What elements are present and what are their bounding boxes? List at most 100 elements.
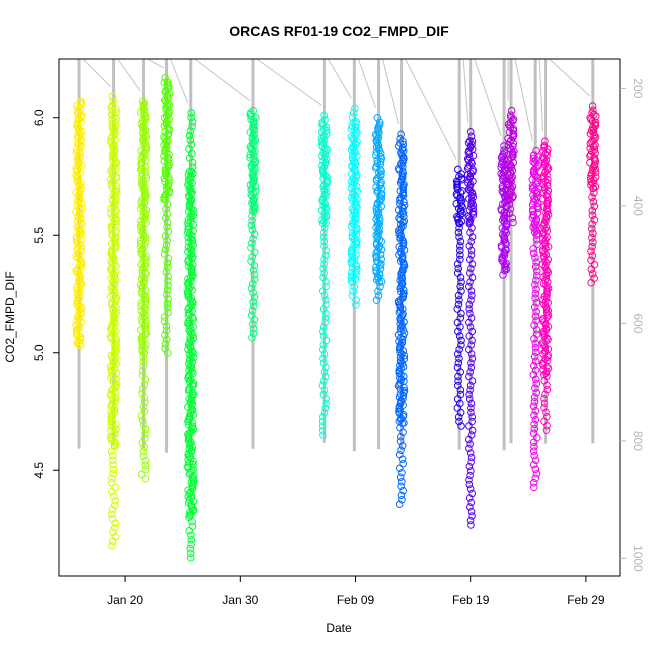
data-point	[591, 157, 600, 165]
data-point	[248, 216, 256, 225]
data-point	[506, 196, 514, 204]
data-point	[529, 197, 538, 206]
y-axis-label: CO2_FMPD_DIF	[3, 271, 17, 362]
data-point	[320, 260, 328, 268]
data-point	[320, 198, 328, 207]
data-point	[531, 366, 540, 375]
data-point	[161, 340, 170, 348]
data-point	[375, 278, 384, 287]
data-point	[139, 402, 148, 411]
data-point	[320, 269, 328, 277]
data-point	[531, 343, 540, 352]
data-point	[530, 397, 539, 406]
data-point	[529, 151, 538, 159]
data-point	[455, 296, 463, 304]
data-point	[376, 282, 384, 291]
data-point	[398, 495, 406, 504]
data-point	[466, 516, 475, 525]
data-point	[465, 153, 474, 162]
data-point	[500, 173, 508, 181]
data-point	[110, 523, 119, 532]
data-point	[587, 278, 595, 287]
data-point	[319, 264, 327, 273]
data-point	[373, 113, 382, 122]
data-point	[456, 237, 465, 246]
data-point	[250, 270, 259, 279]
data-point	[250, 205, 259, 213]
data-point	[531, 465, 540, 474]
data-point	[398, 468, 406, 477]
data-point	[467, 498, 476, 507]
data-point	[321, 251, 330, 259]
data-point	[466, 183, 474, 192]
data-point	[249, 288, 257, 297]
data-point	[320, 408, 329, 417]
data-point	[108, 537, 117, 546]
data-point	[160, 250, 169, 258]
data-point	[189, 379, 198, 387]
data-point	[319, 341, 328, 349]
data-point	[507, 106, 516, 115]
data-points	[72, 74, 600, 562]
data-point	[457, 336, 465, 345]
data-point	[187, 167, 196, 176]
data-point	[109, 460, 117, 469]
data-point	[188, 118, 197, 126]
data-point	[454, 372, 462, 381]
data-point	[318, 219, 327, 228]
data-point	[531, 375, 540, 384]
data-point	[399, 204, 407, 213]
data-point	[530, 303, 539, 312]
data-point	[320, 291, 329, 300]
data-point	[187, 113, 195, 122]
data-point	[395, 464, 404, 473]
data-point	[468, 291, 476, 300]
data-point	[532, 469, 541, 478]
data-point	[248, 212, 256, 221]
data-point	[398, 335, 407, 344]
data-point	[589, 238, 597, 247]
data-point	[396, 473, 405, 482]
data-point	[110, 501, 119, 510]
data-point	[588, 242, 596, 251]
data-point	[161, 74, 169, 82]
data-point	[322, 246, 331, 255]
data-point	[189, 480, 198, 488]
data-point	[349, 287, 357, 296]
data-point	[542, 426, 551, 435]
data-point	[588, 251, 597, 260]
data-point	[468, 224, 476, 232]
data-point	[531, 415, 540, 424]
data-point	[454, 327, 462, 336]
data-point	[456, 386, 465, 394]
data-point	[532, 325, 541, 334]
data-point	[455, 417, 463, 426]
data-point	[590, 131, 598, 140]
data-point	[347, 273, 356, 282]
data-point	[532, 307, 540, 316]
data-point	[530, 352, 539, 361]
data-point	[138, 438, 147, 447]
data-point	[400, 383, 408, 392]
data-point	[188, 517, 196, 526]
data-point	[320, 190, 329, 199]
data-point	[588, 193, 596, 202]
data-point	[318, 413, 327, 421]
data-point	[400, 351, 409, 360]
data-point	[529, 483, 538, 492]
data-point	[465, 422, 473, 430]
data-point	[318, 417, 327, 426]
data-point	[75, 182, 84, 190]
data-point	[540, 394, 548, 403]
data-point	[455, 354, 463, 363]
data-point	[186, 324, 195, 333]
data-point	[188, 236, 197, 245]
data-point	[141, 398, 149, 407]
data-point	[163, 286, 172, 294]
data-point	[320, 228, 328, 237]
data-point	[532, 379, 541, 388]
data-point	[466, 381, 475, 390]
data-point	[397, 491, 406, 500]
data-point	[588, 233, 596, 242]
data-point	[112, 380, 121, 389]
